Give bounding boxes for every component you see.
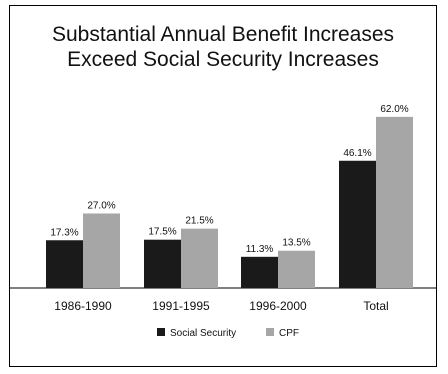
bar-cpf-1986-1990 (83, 213, 120, 288)
bar-social-security-1996-2000 (241, 256, 278, 288)
legend-swatch (157, 328, 165, 336)
data-label: 27.0% (87, 200, 115, 211)
data-label: 13.5% (282, 238, 310, 249)
bar-social-security-1986-1990 (46, 240, 83, 288)
legend-label: Social Security (170, 328, 236, 339)
bar-social-security-1991-1995 (144, 239, 181, 288)
data-label: 62.0% (380, 104, 408, 115)
bar-social-security-total (339, 160, 376, 288)
legend-swatch (266, 328, 274, 336)
x-tick-label: 1986-1990 (54, 299, 112, 313)
x-tick-label: 1996-2000 (249, 299, 307, 313)
chart-title: Substantial Annual Benefit Increases Exc… (10, 22, 436, 72)
legend-label: CPF (279, 328, 299, 339)
data-label: 46.1% (343, 148, 371, 159)
bar-cpf-1991-1995 (181, 228, 218, 288)
x-tick-label: 1991-1995 (152, 299, 210, 313)
data-label: 11.3% (246, 244, 274, 255)
chart-title-line-1: Substantial Annual Benefit Increases (51, 23, 395, 46)
bar-cpf-total (376, 116, 413, 288)
data-label: 17.5% (148, 227, 176, 238)
data-label: 21.5% (185, 216, 213, 227)
chart-title-line-2: Exceed Social Security Increases (67, 48, 379, 71)
data-label: 17.3% (50, 227, 78, 238)
x-tick-label: Total (363, 299, 388, 313)
bar-cpf-1996-2000 (278, 250, 315, 288)
